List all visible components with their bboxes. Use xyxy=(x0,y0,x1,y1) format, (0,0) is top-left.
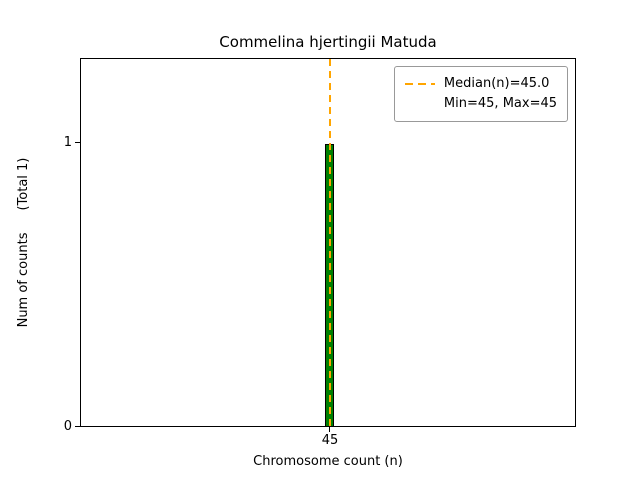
plot-area: Median(n)=45.0 Min=45, Max=45 xyxy=(80,58,576,427)
y-tickmark-0 xyxy=(75,426,80,427)
legend: Median(n)=45.0 Min=45, Max=45 xyxy=(393,66,568,123)
x-tick-label-45: 45 xyxy=(321,433,339,448)
dashed-line-icon xyxy=(404,83,435,86)
y-axis-label: Num of counts (Total 1) xyxy=(16,58,31,427)
x-axis-label: Chromosome count (n) xyxy=(253,454,403,469)
y-tick-label-1: 1 xyxy=(63,135,72,150)
y-tickmark-1 xyxy=(75,142,80,143)
y-axis-total-text: (Total 1) xyxy=(16,157,31,211)
legend-label-minmax: Min=45, Max=45 xyxy=(443,96,557,112)
y-axis-label-text: Num of counts xyxy=(16,232,31,328)
x-tickmark-45 xyxy=(329,427,330,432)
legend-entry-median: Median(n)=45.0 xyxy=(404,74,557,94)
legend-label-median: Median(n)=45.0 xyxy=(443,76,550,91)
chart-title: Commelina hjertingii Matuda xyxy=(219,33,437,51)
y-tick-label-0: 0 xyxy=(63,419,72,434)
median-line xyxy=(329,59,331,426)
legend-entry-minmax: Min=45, Max=45 xyxy=(405,94,557,114)
legend-sample-spacer xyxy=(405,103,435,105)
